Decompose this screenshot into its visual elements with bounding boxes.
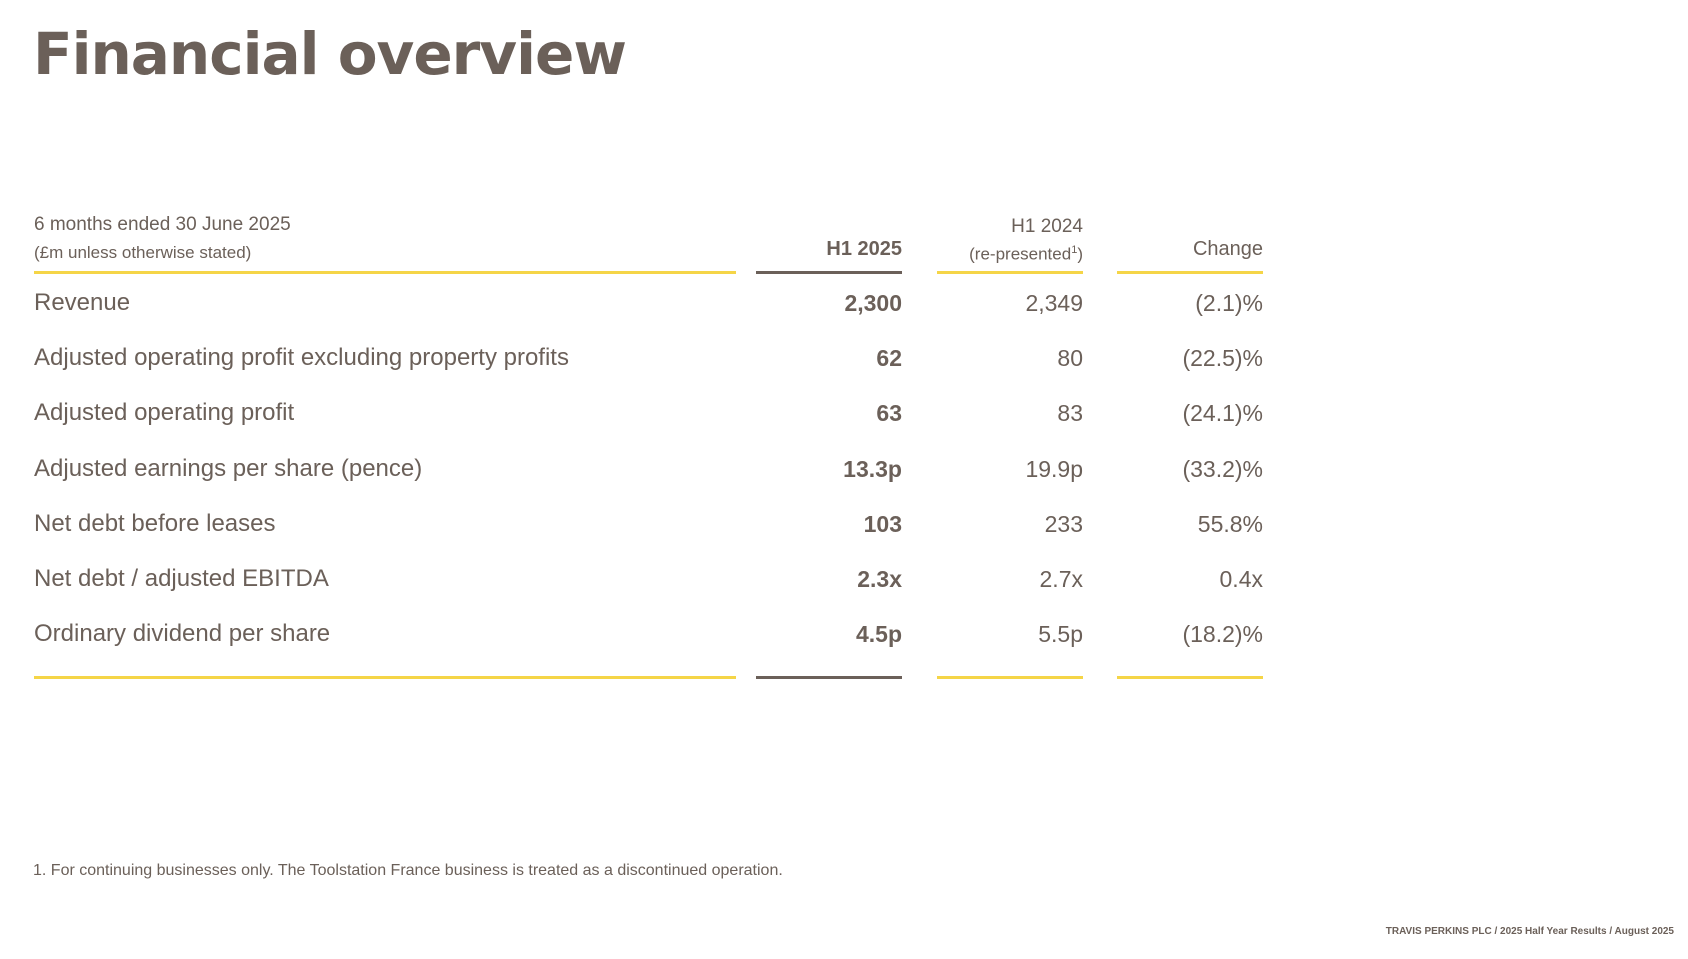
value-change: (18.2)%	[1182, 621, 1263, 648]
row-label: Net debt / adjusted EBITDA	[34, 564, 329, 592]
re-presented-label: (re-presented	[969, 244, 1072, 264]
footer-rule-h1-2024	[937, 676, 1083, 679]
header-rule-label-column	[34, 271, 736, 274]
value-change: 0.4x	[1219, 565, 1263, 592]
value-h1-2025: 103	[863, 510, 902, 537]
value-change: (22.5)%	[1182, 345, 1263, 372]
value-h1-2025: 4.5p	[855, 621, 902, 648]
value-change: (2.1)%	[1195, 290, 1263, 316]
value-h1-2025: 2.3x	[857, 565, 902, 592]
value-h1-2024: 83	[1057, 400, 1083, 427]
table-caption-period: 6 months ended 30 June 2025	[34, 214, 291, 235]
row-label: Revenue	[34, 289, 131, 316]
column-header-h1-2024-label: H1 2024	[1011, 216, 1083, 237]
row-label: Adjusted earnings per share (pence)	[34, 454, 423, 482]
table-row: Net debt before leases 103 233 55.8%	[34, 496, 1268, 551]
value-h1-2025: 63	[876, 400, 902, 427]
header-rule-h1-2025	[756, 271, 902, 274]
column-header-h1-2024: H1 2024 (re-presented1)	[937, 216, 1083, 265]
page-title: Financial overview	[33, 20, 627, 88]
slide-footer: TRAVIS PERKINS PLC / 2025 Half Year Resu…	[1385, 926, 1674, 937]
table-row: Ordinary dividend per share 4.5p 5.5p (1…	[34, 606, 1268, 661]
footer-rule-h1-2025	[756, 676, 902, 679]
financial-table: 6 months ended 30 June 2025 (£m unless o…	[34, 210, 1268, 679]
table-row: Net debt / adjusted EBITDA 2.3x 2.7x 0.4…	[34, 551, 1268, 606]
row-label: Ordinary dividend per share	[34, 620, 331, 648]
value-h1-2024: 80	[1057, 345, 1083, 372]
value-change: 55.8%	[1197, 510, 1263, 537]
header-rule-change	[1117, 271, 1263, 274]
value-h1-2024: 5.5p	[1038, 621, 1083, 648]
table-row: Adjusted earnings per share (pence) 13.3…	[34, 441, 1268, 496]
re-presented-close: )	[1077, 244, 1083, 264]
value-h1-2025: 13.3p	[843, 455, 902, 482]
value-h1-2024: 233	[1044, 510, 1083, 537]
column-header-change: Change	[1192, 238, 1263, 260]
table-body: Revenue 2,300 2,349 (2.1)% Adjusted oper…	[34, 275, 1268, 661]
footnote-marker: 1	[1071, 244, 1078, 256]
row-label: Adjusted operating profit	[34, 399, 295, 427]
footnote: 1. For continuing businesses only. The T…	[33, 862, 783, 879]
table-header: 6 months ended 30 June 2025 (£m unless o…	[34, 210, 1268, 270]
column-header-h1-2024-sub: (re-presented1)	[937, 244, 1083, 265]
footer-rule-label-column	[34, 676, 736, 679]
table-row: Adjusted operating profit excluding prop…	[34, 330, 1268, 385]
value-h1-2025: 2,300	[844, 290, 902, 316]
row-label: Adjusted operating profit excluding prop…	[34, 344, 569, 372]
row-label: Net debt before leases	[34, 509, 276, 537]
value-h1-2024: 2.7x	[1039, 565, 1083, 592]
table-caption-units: (£m unless otherwise stated)	[34, 243, 252, 262]
value-change: (24.1)%	[1182, 400, 1263, 427]
value-change: (33.2)%	[1182, 455, 1263, 482]
table-row: Revenue 2,300 2,349 (2.1)%	[34, 275, 1268, 330]
value-h1-2025: 62	[876, 345, 902, 372]
header-rule-h1-2024	[937, 271, 1083, 274]
table-row: Adjusted operating profit 63 83 (24.1)%	[34, 385, 1268, 440]
value-h1-2024: 2,349	[1025, 290, 1083, 316]
footer-rule-change	[1117, 676, 1263, 679]
value-h1-2024: 19.9p	[1025, 455, 1083, 482]
column-header-h1-2025: H1 2025	[826, 238, 902, 260]
